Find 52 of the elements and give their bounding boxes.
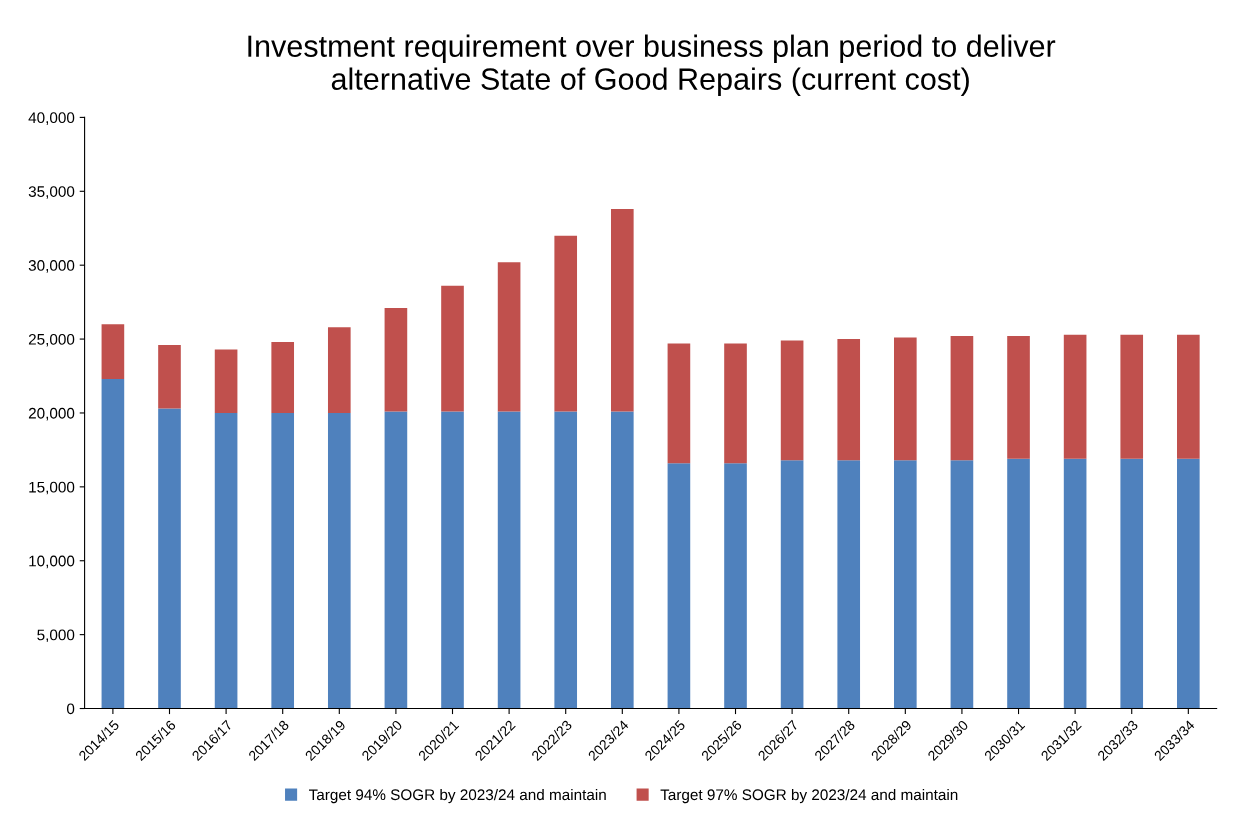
- bar: [497, 262, 521, 412]
- y-tick-label: 0: [66, 703, 75, 715]
- bar: [950, 460, 974, 709]
- bar: [327, 412, 351, 709]
- bar: [1007, 336, 1030, 459]
- bar: [214, 412, 238, 709]
- bar: [214, 349, 238, 413]
- bar: [554, 235, 578, 412]
- y-tick-label: 10,000: [29, 555, 75, 569]
- bar: [1120, 458, 1144, 709]
- bar: [1177, 334, 1200, 459]
- bar: [441, 285, 464, 412]
- bar: [101, 324, 125, 379]
- bar: [667, 343, 691, 464]
- bar: [1007, 458, 1030, 709]
- bar: [101, 378, 125, 709]
- bar: [780, 460, 804, 709]
- bar: [497, 411, 521, 709]
- legend-label: Target 94% SOGR by 2023/24 and maintain: [309, 788, 606, 804]
- bar: [894, 460, 917, 709]
- bar: [158, 344, 181, 409]
- bar: [610, 209, 634, 412]
- y-tick-label: 35,000: [28, 186, 75, 199]
- bar: [667, 463, 691, 709]
- bar: [837, 339, 861, 461]
- bar: [384, 411, 408, 709]
- bar: [1063, 334, 1087, 459]
- bar: [1177, 458, 1200, 709]
- y-tick-label: 25,000: [28, 333, 75, 347]
- y-tick-label: 40,000: [28, 112, 75, 125]
- bar: [724, 463, 747, 709]
- legend-label: Target 97% SOGR by 2023/24 and maintain: [660, 788, 958, 804]
- y-tick-label: 20,000: [28, 407, 75, 421]
- bar: [158, 408, 181, 709]
- y-tick-label: 15,000: [29, 481, 75, 495]
- y-tick-label: 5,000: [37, 629, 75, 643]
- bar: [441, 411, 464, 709]
- bar: [554, 411, 578, 709]
- bar: [950, 336, 974, 461]
- y-tick-label: 30,000: [28, 260, 75, 273]
- bar: [724, 343, 747, 464]
- chart-title: Investment requirement over business plan period to deliver alternative State of Good Repairs (current cost): [248, 34, 1056, 96]
- bar: [327, 327, 351, 413]
- bar: [1120, 334, 1144, 459]
- bar: [610, 411, 634, 709]
- bar: [780, 340, 804, 461]
- bar: [271, 412, 295, 709]
- bar: [1063, 458, 1087, 709]
- bar: [837, 460, 861, 709]
- bar: [894, 337, 917, 461]
- bar: [271, 342, 295, 413]
- bar: [384, 308, 408, 412]
